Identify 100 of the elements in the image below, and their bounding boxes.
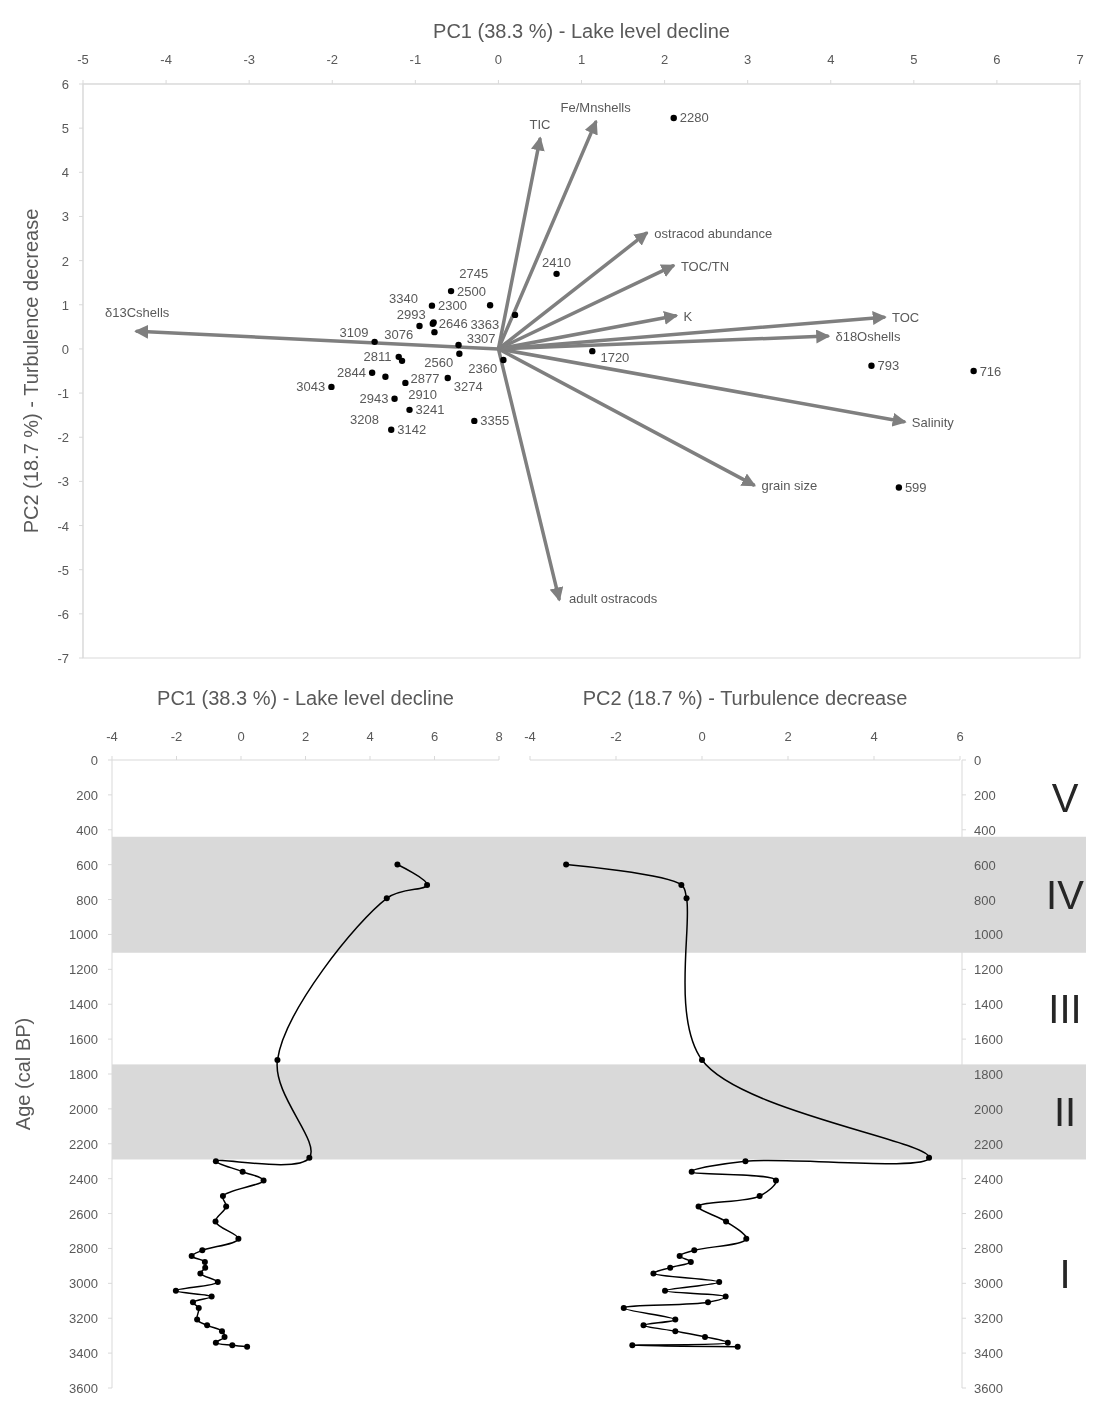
x-tick-label: 1 xyxy=(577,52,586,67)
series-label: ostracod abundance xyxy=(654,226,773,242)
y-tick-label: 1600 xyxy=(69,1032,98,1048)
annotation: 2844 xyxy=(337,365,366,381)
annotation: 1720 xyxy=(600,349,630,365)
annotation: 2877 xyxy=(410,370,440,386)
y-tick-label: -7 xyxy=(57,651,69,666)
series-label: TOC/TN xyxy=(680,258,730,274)
band-label: IV xyxy=(1046,872,1085,917)
x-tick-label: -2 xyxy=(326,52,339,67)
y-tick-label: 6 xyxy=(61,77,69,92)
y-tick-label: 5 xyxy=(61,121,69,137)
x-axis-title: PC1 (38.3 %) - Lake level decline xyxy=(157,687,454,709)
y-tick-label: 1200 xyxy=(974,962,1003,978)
annotation: 2910 xyxy=(408,387,438,403)
y-tick-label: 0 xyxy=(61,341,69,357)
annotation: 2811 xyxy=(363,349,392,365)
series-label: δ13Cshells xyxy=(105,305,170,321)
x-tick-label: -2 xyxy=(170,729,183,744)
x-tick-label: 3 xyxy=(744,52,752,67)
y-tick-label: 0 xyxy=(974,753,982,768)
y-tick-label: 4 xyxy=(61,165,69,181)
y-tick-label: -3 xyxy=(57,474,69,490)
x-tick-label: 6 xyxy=(956,729,964,744)
y-tick-label: 800 xyxy=(974,892,996,908)
y-tick-label: 2400 xyxy=(69,1171,98,1187)
annotation: 2410 xyxy=(542,254,571,270)
annotation: 2993 xyxy=(396,307,426,323)
series-label: δ18Oshells xyxy=(835,329,901,345)
y-tick-label: 1000 xyxy=(69,927,98,943)
x-tick-label: 6 xyxy=(430,729,439,744)
y-tick-label: 1400 xyxy=(974,997,1003,1013)
y-tick-label: 400 xyxy=(76,822,98,838)
x-tick-label: -2 xyxy=(610,729,622,744)
y-tick-label: 2800 xyxy=(974,1241,1003,1257)
y-tick-label: 600 xyxy=(974,857,996,873)
annotation: 716 xyxy=(979,363,1002,379)
annotation: 2360 xyxy=(468,360,498,376)
y-tick-label: 2600 xyxy=(69,1206,98,1222)
y-axis-title: Age (cal BP) xyxy=(12,1017,34,1131)
band-label: II xyxy=(1053,1089,1077,1134)
series-label: Salinity xyxy=(911,414,955,430)
y-tick-label: 1400 xyxy=(69,997,98,1013)
y-tick-label: 3000 xyxy=(69,1276,98,1292)
y-tick-label: 3200 xyxy=(69,1311,98,1327)
y-tick-label: 3400 xyxy=(69,1346,98,1362)
annotation: 2745 xyxy=(459,265,489,281)
text: V xyxy=(1051,776,1079,821)
x-tick-label: 2 xyxy=(660,52,669,67)
annotation: 3307 xyxy=(466,331,496,347)
annotation: 3363 xyxy=(470,316,500,332)
series-label: TIC xyxy=(529,117,551,133)
x-tick-label: 4 xyxy=(827,52,835,67)
x-tick-label: 4 xyxy=(366,729,374,744)
y-tick-label: 1000 xyxy=(974,927,1003,943)
y-tick-label: 3000 xyxy=(974,1276,1003,1292)
x-tick-label: 7 xyxy=(1076,52,1084,67)
x-tick-label: 4 xyxy=(870,729,878,744)
annotation: 3208 xyxy=(349,412,379,428)
annotation: 2943 xyxy=(359,391,389,407)
y-tick-label: 1 xyxy=(61,297,69,313)
y-tick-label: 3600 xyxy=(69,1381,98,1396)
y-tick-label: 3600 xyxy=(974,1381,1003,1396)
y-tick-label: -2 xyxy=(57,430,69,446)
y-tick-label: 1600 xyxy=(974,1032,1003,1048)
annotation: 3355 xyxy=(480,413,510,429)
series-label: Fe/Mnshells xyxy=(560,100,632,116)
y-tick-label: 200 xyxy=(76,787,98,803)
annotation: 2560 xyxy=(424,354,454,370)
y-tick-label: 0 xyxy=(90,753,98,768)
y-tick-label: 2600 xyxy=(974,1206,1003,1222)
x-axis-title: PC2 (18.7 %) - Turbulence decrease xyxy=(582,687,908,709)
x-tick-label: 5 xyxy=(910,52,918,67)
annotation: 3076 xyxy=(384,326,414,342)
y-tick-label: 2400 xyxy=(974,1171,1003,1187)
annotation: 3043 xyxy=(296,379,326,395)
x-tick-label: -4 xyxy=(106,729,118,744)
y-tick-label: -1 xyxy=(57,386,69,402)
y-tick-label: 2000 xyxy=(69,1101,98,1117)
x-tick-label: 0 xyxy=(237,729,245,744)
y-tick-label: 1800 xyxy=(69,1067,98,1082)
text: III xyxy=(1048,986,1082,1031)
annotation: 3274 xyxy=(453,379,483,395)
annotation: 599 xyxy=(904,480,927,496)
y-tick-label: -5 xyxy=(57,562,69,578)
y-tick-label: 2800 xyxy=(69,1241,98,1257)
series-label: grain size xyxy=(761,477,818,493)
x-tick-label: 0 xyxy=(494,52,503,67)
annotation: 3142 xyxy=(397,422,427,438)
y-tick-label: 2200 xyxy=(974,1136,1003,1152)
y-tick-label: 3 xyxy=(61,209,69,225)
y-tick-label: 3400 xyxy=(974,1346,1003,1362)
annotation: 2646 xyxy=(438,316,468,332)
annotation: 793 xyxy=(877,358,900,374)
y-tick-label: 1200 xyxy=(69,962,98,978)
x-tick-label: 0 xyxy=(698,729,706,744)
y-tick-label: 400 xyxy=(974,822,996,838)
annotation: 2280 xyxy=(679,110,709,126)
x-tick-label: 2 xyxy=(301,729,310,744)
annotation: 3109 xyxy=(339,324,369,340)
